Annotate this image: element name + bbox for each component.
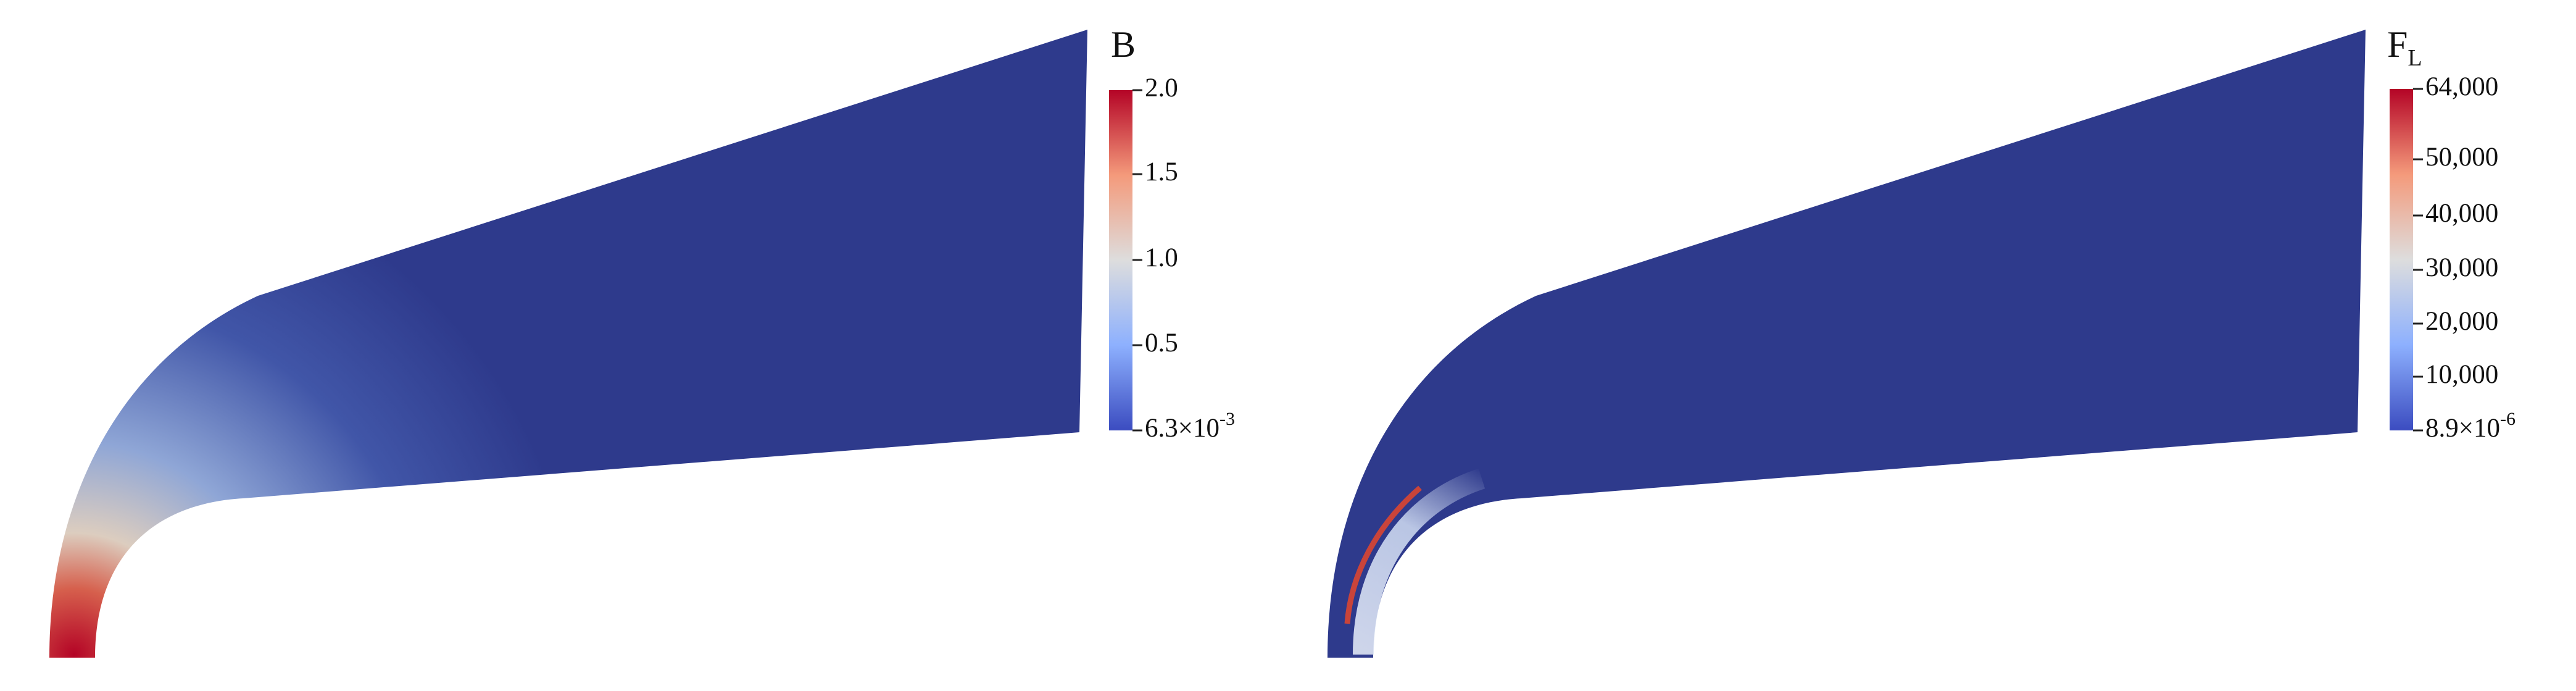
- colorbar: B 2.0 1.5 1.0 0.5 6.3×10-3: [1109, 24, 1235, 443]
- field-peak: [1344, 485, 1422, 624]
- tick-label-min: 8.9×10-6: [2425, 409, 2516, 443]
- min-exponent: -3: [1219, 409, 1235, 429]
- panel-fl: [1327, 30, 2366, 658]
- title-subscript: L: [2408, 45, 2422, 71]
- min-exponent: -6: [2500, 409, 2516, 429]
- tick-label: 1.5: [1145, 157, 1178, 186]
- domain-field: [49, 30, 1087, 658]
- domain-field: [1327, 30, 2366, 658]
- colorbar-title: B: [1111, 24, 1136, 65]
- min-base: 8.9×10: [2425, 414, 2500, 443]
- tick-label: 40,000: [2425, 199, 2498, 228]
- colorbar-title: FL: [2387, 24, 2422, 71]
- tick-label: 2.0: [1145, 73, 1178, 103]
- tick-label: 1.0: [1145, 243, 1178, 272]
- panel-b: [49, 30, 1087, 658]
- colorbar-gradient: [2390, 89, 2413, 430]
- tick-label: 64,000: [2425, 72, 2498, 101]
- tick-label: 20,000: [2425, 307, 2498, 336]
- colorbar-gradient: [1109, 90, 1132, 430]
- min-base: 6.3×10: [1145, 414, 1219, 443]
- tick-label-min: 6.3×10-3: [1145, 409, 1235, 443]
- field-band: [1353, 468, 1485, 655]
- tick-label: 10,000: [2425, 360, 2498, 389]
- title-base: F: [2387, 24, 2408, 65]
- tick-label: 30,000: [2425, 253, 2498, 282]
- tick-label: 0.5: [1145, 329, 1178, 358]
- tick-label: 50,000: [2425, 143, 2498, 172]
